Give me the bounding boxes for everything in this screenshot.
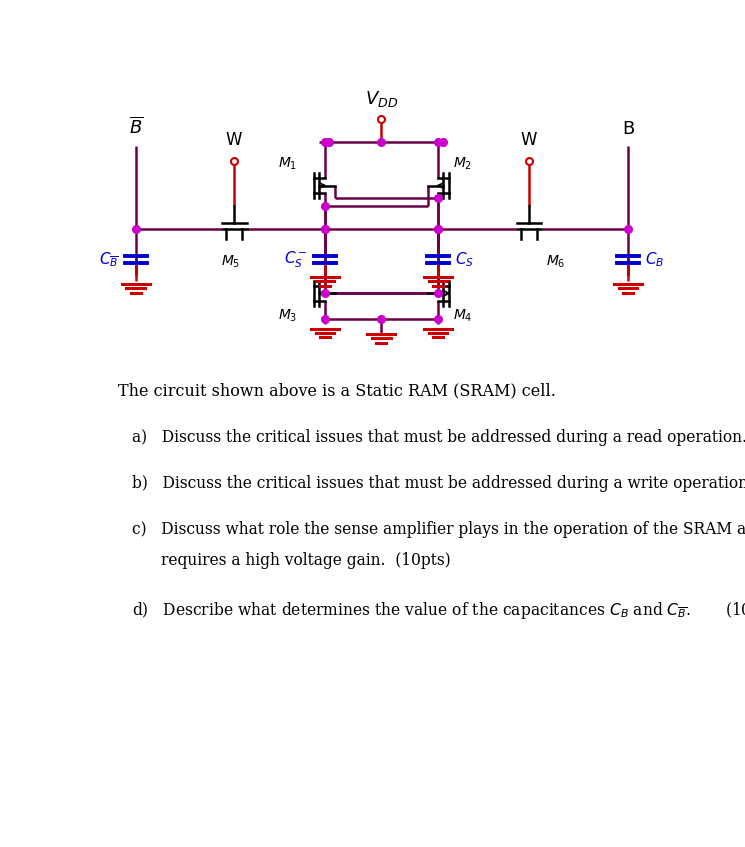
Text: a)   Discuss the critical issues that must be addressed during a read operation.: a) Discuss the critical issues that must… bbox=[132, 429, 745, 446]
Text: $\overline{B}$: $\overline{B}$ bbox=[129, 117, 143, 138]
Text: $V_{DD}$: $V_{DD}$ bbox=[365, 89, 398, 109]
Text: $M_1$: $M_1$ bbox=[278, 155, 297, 172]
Text: requires a high voltage gain.  (10pts): requires a high voltage gain. (10pts) bbox=[162, 552, 451, 569]
Text: d)   Describe what determines the value of the capacitances $C_B$ and $C_{\overl: d) Describe what determines the value of… bbox=[132, 600, 745, 621]
Text: $C_B$: $C_B$ bbox=[645, 250, 665, 268]
Text: $M_4$: $M_4$ bbox=[453, 307, 472, 324]
Text: $M_6$: $M_6$ bbox=[546, 253, 565, 269]
Text: $C_S$: $C_S$ bbox=[455, 250, 474, 268]
Text: $M_5$: $M_5$ bbox=[221, 253, 240, 269]
Text: The circuit shown above is a Static RAM (SRAM) cell.: The circuit shown above is a Static RAM … bbox=[118, 383, 556, 400]
Text: W: W bbox=[521, 131, 537, 149]
Text: $M_3$: $M_3$ bbox=[278, 307, 297, 324]
Text: B: B bbox=[622, 119, 634, 138]
Text: $C_{\overline{B}}$: $C_{\overline{B}}$ bbox=[99, 250, 118, 268]
Text: W: W bbox=[226, 131, 242, 149]
Text: $M_2$: $M_2$ bbox=[453, 155, 472, 172]
Text: c)   Discuss what role the sense amplifier plays in the operation of the SRAM an: c) Discuss what role the sense amplifier… bbox=[132, 521, 745, 539]
Text: b)   Discuss the critical issues that must be addressed during a write operation: b) Discuss the critical issues that must… bbox=[132, 475, 745, 492]
Text: $C_S^-$: $C_S^-$ bbox=[284, 249, 308, 269]
